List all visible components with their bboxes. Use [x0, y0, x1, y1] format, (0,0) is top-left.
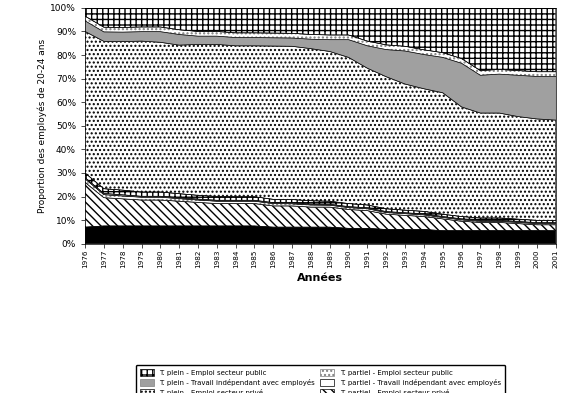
- Legend: T. plein - Emploi secteur public, T. plein - Travail indépendant avec employés, : T. plein - Emploi secteur public, T. ple…: [136, 365, 505, 393]
- Y-axis label: Proportion des employés de 20-24 ans: Proportion des employés de 20-24 ans: [38, 39, 48, 213]
- X-axis label: Années: Années: [297, 273, 344, 283]
